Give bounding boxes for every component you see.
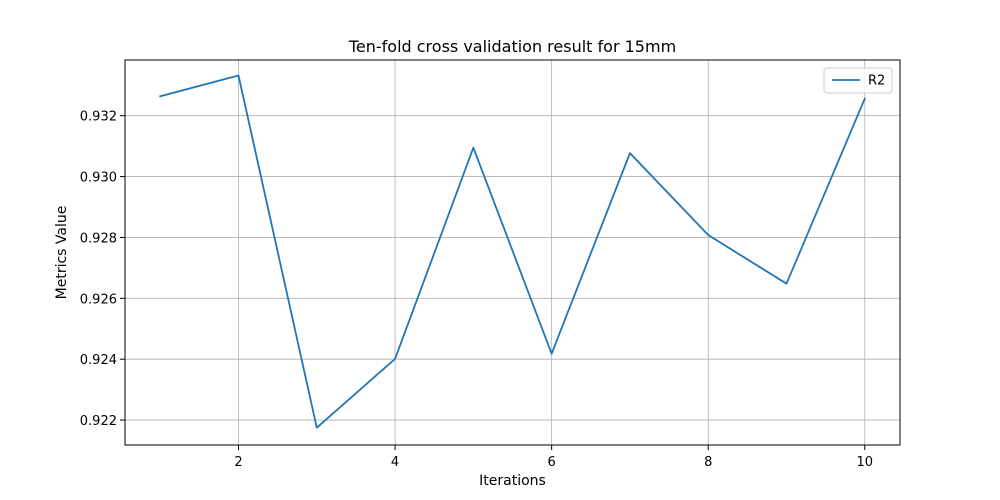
y-tick-label: 0.922	[80, 414, 117, 429]
y-axis-title: Metrics Value	[54, 206, 70, 300]
x-tick-label: 8	[704, 455, 712, 470]
chart-title: Ten-fold cross validation result for 15m…	[348, 37, 676, 56]
y-tick-label: 0.928	[80, 231, 117, 246]
x-tick-label: 4	[391, 455, 399, 470]
y-tick-label: 0.926	[80, 292, 117, 307]
x-tick-label: 10	[856, 455, 873, 470]
y-tick-label: 0.924	[80, 353, 117, 368]
legend: R2	[823, 67, 893, 94]
x-tick-label: 6	[548, 455, 556, 470]
ticks: 2 4 6 8 10 0.922 0.924 0.926 0.928 0.930 0.932	[80, 110, 873, 470]
x-axis-title: Iterations	[479, 473, 546, 489]
x-tick-label: 2	[234, 455, 242, 470]
grid	[125, 60, 900, 445]
legend-label-r2: R2	[868, 74, 885, 89]
plot-frame	[124, 59, 901, 446]
series-layer	[159, 74, 866, 429]
series-line-r2	[159, 74, 866, 429]
y-tick-label: 0.930	[80, 171, 117, 186]
y-tick-label: 0.932	[80, 110, 117, 125]
